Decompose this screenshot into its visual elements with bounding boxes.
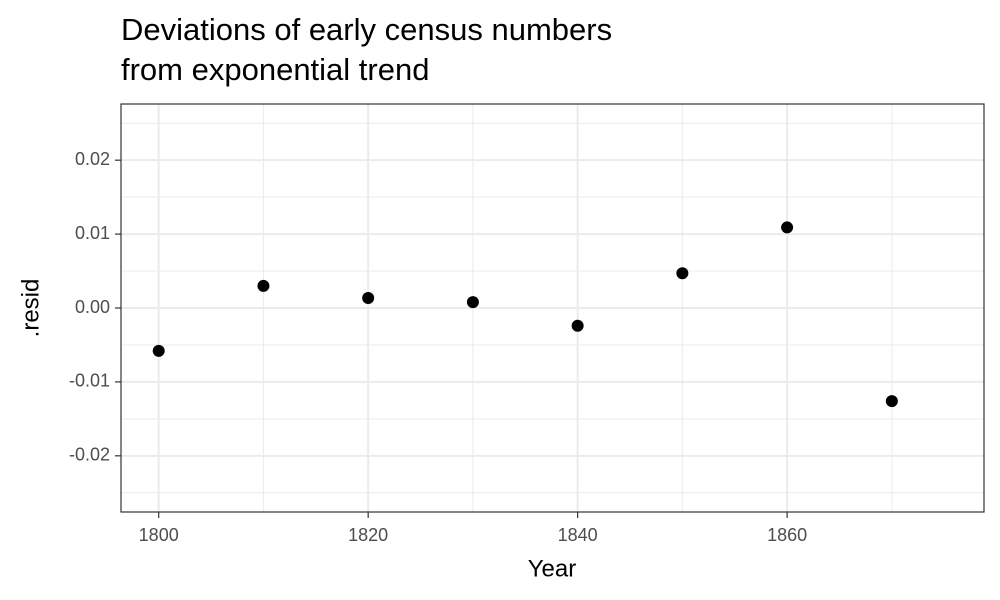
y-tick-label: 0.00	[75, 297, 110, 317]
y-axis-label: .resid	[17, 279, 44, 338]
point	[257, 279, 270, 292]
y-tick-label: 0.01	[75, 223, 110, 243]
chart-title: from exponential trend	[121, 52, 429, 87]
y-tick-label: -0.01	[69, 371, 110, 391]
y-tick-label: -0.02	[69, 445, 110, 465]
x-tick-label: 1840	[558, 525, 598, 545]
x-axis-label: Year	[528, 555, 577, 582]
point	[362, 292, 375, 305]
x-tick-label: 1800	[139, 525, 179, 545]
chart-title: Deviations of early census numbers	[121, 12, 612, 47]
point	[571, 319, 584, 332]
point	[152, 344, 165, 357]
point	[885, 395, 898, 408]
point	[781, 221, 794, 234]
point	[676, 267, 689, 280]
point	[466, 296, 479, 309]
panel-border	[120, 103, 985, 513]
y-tick-label: 0.02	[75, 149, 110, 169]
x-tick-label: 1860	[767, 525, 807, 545]
x-tick-label: 1820	[348, 525, 388, 545]
